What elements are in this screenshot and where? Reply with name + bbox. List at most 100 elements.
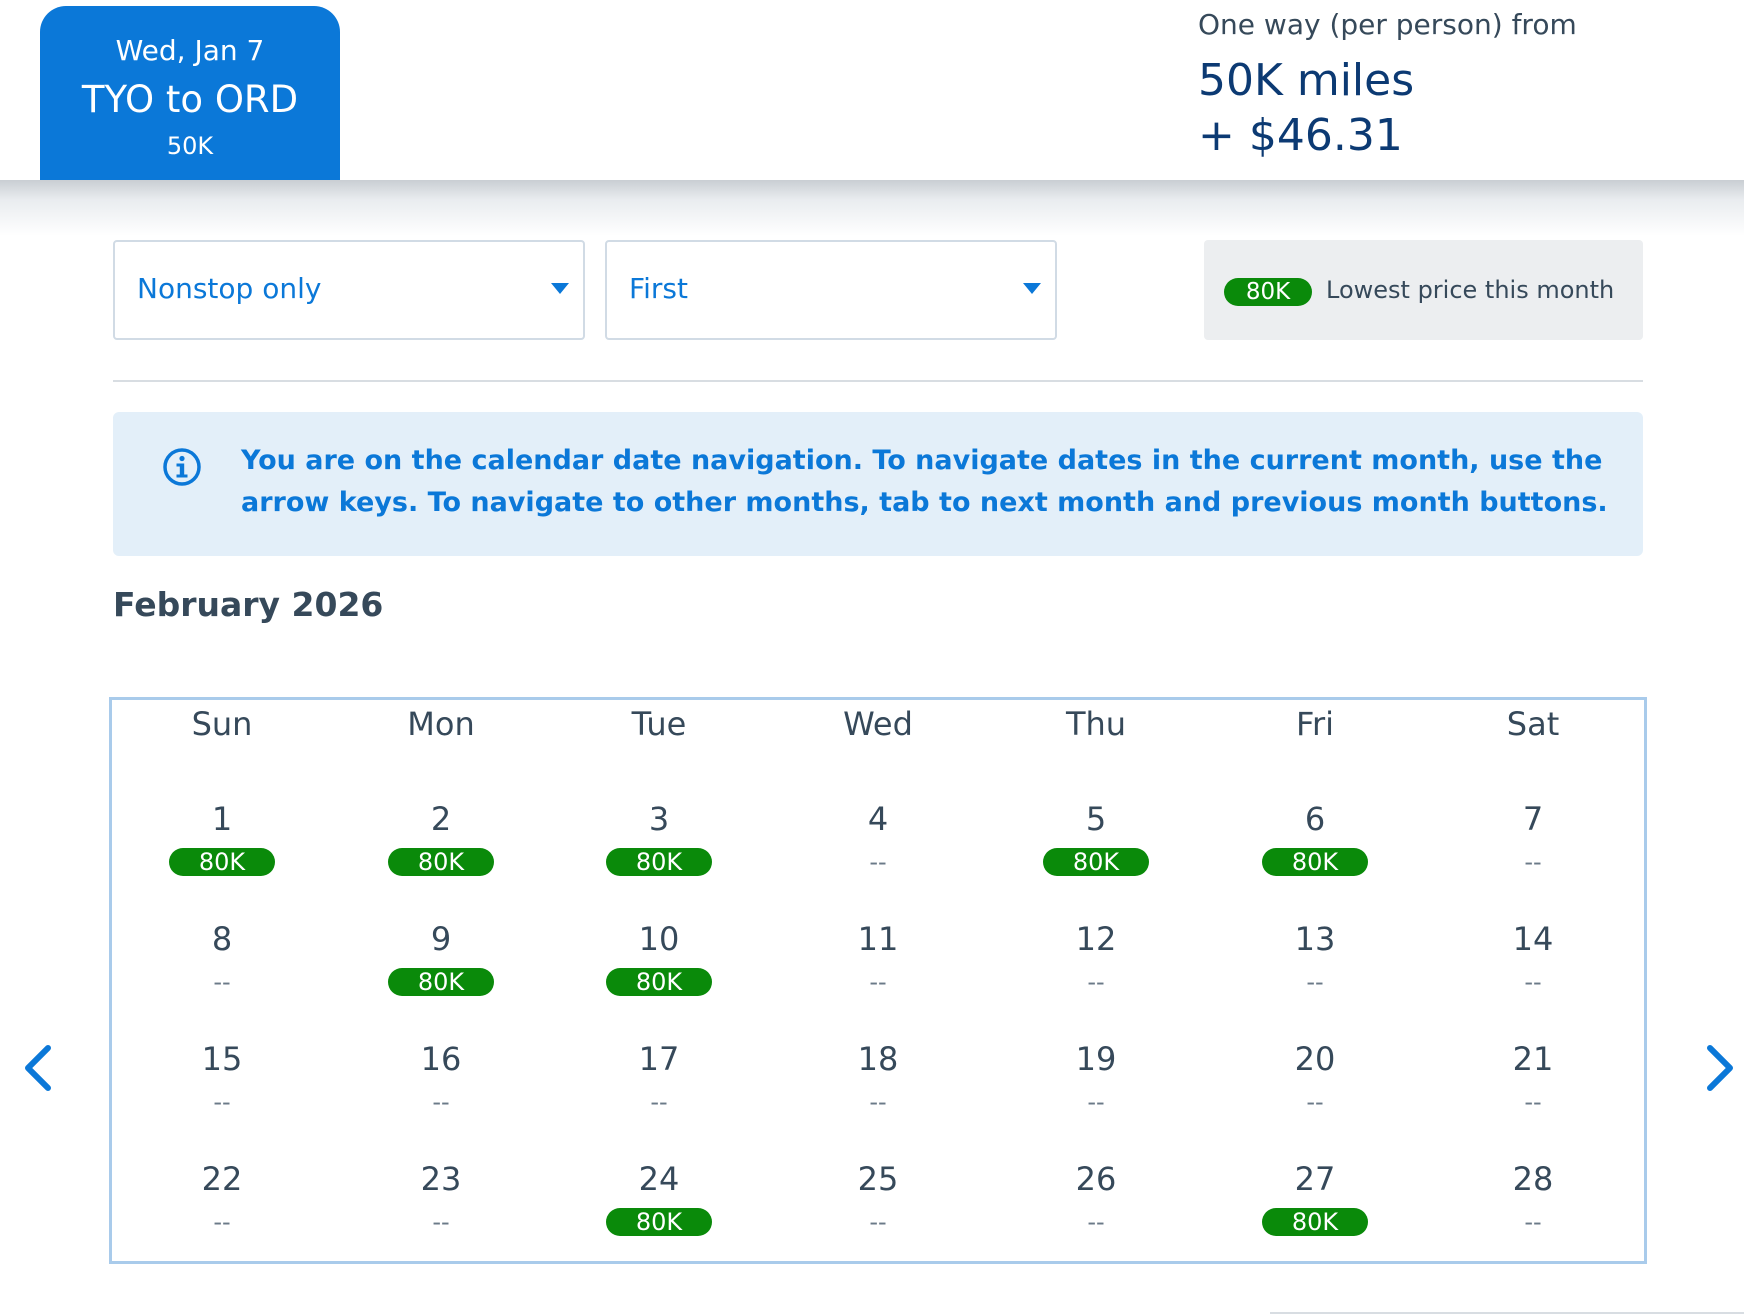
weekday-header: Tue	[631, 705, 687, 743]
divider	[113, 380, 1643, 382]
day-number: 8	[211, 920, 233, 958]
day-number: 17	[638, 1040, 680, 1078]
calendar-day[interactable]: 19 --	[1016, 1040, 1176, 1140]
day-no-price: --	[869, 848, 887, 876]
calendar-day[interactable]: 26 --	[1016, 1160, 1176, 1260]
day-number: 11	[857, 920, 899, 958]
day-no-price: --	[213, 968, 231, 996]
day-number: 16	[420, 1040, 462, 1078]
calendar-day[interactable]: 12 --	[1016, 920, 1176, 1020]
weekday-header: Wed	[843, 705, 913, 743]
day-no-price: --	[1524, 848, 1542, 876]
calendar-day[interactable]: 11 --	[798, 920, 958, 1020]
info-circle-icon	[163, 448, 201, 486]
calendar-day[interactable]: 8 --	[142, 920, 302, 1020]
fare-summary: One way (per person) from 50K miles + $4…	[1198, 8, 1718, 161]
caret-down-icon	[1023, 283, 1041, 294]
calendar-day[interactable]: 5 80K	[1016, 800, 1176, 900]
calendar-day[interactable]: 21 --	[1453, 1040, 1613, 1140]
day-number: 26	[1075, 1160, 1117, 1198]
day-number: 28	[1512, 1160, 1554, 1198]
day-number: 12	[1075, 920, 1117, 958]
day-number: 1	[211, 800, 233, 838]
calendar-day[interactable]: 14 --	[1453, 920, 1613, 1020]
calendar-day[interactable]: 24 80K	[579, 1160, 739, 1260]
day-number: 9	[430, 920, 452, 958]
day-number: 25	[857, 1160, 899, 1198]
calendar-day[interactable]: 3 80K	[579, 800, 739, 900]
day-no-price: --	[650, 1088, 668, 1116]
day-no-price: --	[1524, 968, 1542, 996]
day-no-price: --	[213, 1208, 231, 1236]
day-no-price: --	[1087, 1088, 1105, 1116]
calendar-day[interactable]: 28 --	[1453, 1160, 1613, 1260]
month-title: February 2026	[113, 585, 384, 624]
day-price-badge: 80K	[388, 848, 494, 876]
calendar-day[interactable]: 17 --	[579, 1040, 739, 1140]
day-number: 27	[1294, 1160, 1336, 1198]
day-no-price: --	[869, 968, 887, 996]
day-number: 19	[1075, 1040, 1117, 1078]
calendar-day[interactable]: 9 80K	[361, 920, 521, 1020]
chevron-left-icon	[25, 1045, 51, 1091]
calendar-day[interactable]: 16 --	[361, 1040, 521, 1140]
calendar-day[interactable]: 22 --	[142, 1160, 302, 1260]
day-number: 4	[867, 800, 889, 838]
calendar-day[interactable]: 2 80K	[361, 800, 521, 900]
day-price-badge: 80K	[1262, 848, 1368, 876]
calendar-day[interactable]: 18 --	[798, 1040, 958, 1140]
day-number: 6	[1304, 800, 1326, 838]
caret-down-icon	[551, 283, 569, 294]
day-number: 10	[638, 920, 680, 958]
trip-route: TYO to ORD	[81, 78, 299, 121]
header-shadow	[0, 180, 1744, 236]
previous-month-button[interactable]	[18, 1040, 58, 1096]
day-number: 22	[201, 1160, 243, 1198]
footer-divider	[1270, 1312, 1744, 1314]
weekday-header: Mon	[407, 705, 475, 743]
fare-taxes: + $46.31	[1198, 110, 1403, 161]
day-no-price: --	[1087, 1208, 1105, 1236]
calendar-day[interactable]: 1 80K	[142, 800, 302, 900]
info-text: You are on the calendar date navigation.…	[241, 445, 1608, 518]
calendar-day[interactable]: 7 --	[1453, 800, 1613, 900]
day-number: 7	[1522, 800, 1544, 838]
lowest-price-legend: 80K Lowest price this month	[1204, 240, 1643, 340]
day-price-badge: 80K	[388, 968, 494, 996]
cabin-select[interactable]: First	[605, 240, 1057, 340]
stops-select[interactable]: Nonstop only	[113, 240, 585, 340]
calendar-day[interactable]: 23 --	[361, 1160, 521, 1260]
calendar-day[interactable]: 27 80K	[1235, 1160, 1395, 1260]
calendar-grid	[109, 697, 1647, 1264]
next-month-button[interactable]	[1700, 1040, 1740, 1096]
day-number: 24	[638, 1160, 680, 1198]
calendar-day[interactable]: 15 --	[142, 1040, 302, 1140]
day-number: 20	[1294, 1040, 1336, 1078]
calendar-day[interactable]: 6 80K	[1235, 800, 1395, 900]
calendar-day[interactable]: 25 --	[798, 1160, 958, 1260]
trip-date: Wed, Jan 7	[115, 34, 265, 67]
day-price-badge: 80K	[606, 1208, 712, 1236]
day-price-badge: 80K	[606, 968, 712, 996]
calendar-day[interactable]: 20 --	[1235, 1040, 1395, 1140]
weekday-header: Thu	[1065, 705, 1127, 743]
day-no-price: --	[1306, 1088, 1324, 1116]
cabin-select-value: First	[629, 272, 688, 305]
day-price-badge: 80K	[169, 848, 275, 876]
day-no-price: --	[1524, 1208, 1542, 1236]
calendar-day[interactable]: 10 80K	[579, 920, 739, 1020]
day-number: 21	[1512, 1040, 1554, 1078]
calendar-day[interactable]: 4 --	[798, 800, 958, 900]
day-number: 3	[648, 800, 670, 838]
fare-caption: One way (per person) from	[1198, 8, 1577, 41]
selected-trip-tab[interactable]: Wed, Jan 7 TYO to ORD 50K	[40, 6, 340, 180]
day-number: 15	[201, 1040, 243, 1078]
stops-select-value: Nonstop only	[137, 272, 322, 305]
calendar-day[interactable]: 13 --	[1235, 920, 1395, 1020]
day-number: 5	[1085, 800, 1107, 838]
day-number: 2	[430, 800, 452, 838]
day-number: 18	[857, 1040, 899, 1078]
day-no-price: --	[1524, 1088, 1542, 1116]
day-no-price: --	[432, 1208, 450, 1236]
